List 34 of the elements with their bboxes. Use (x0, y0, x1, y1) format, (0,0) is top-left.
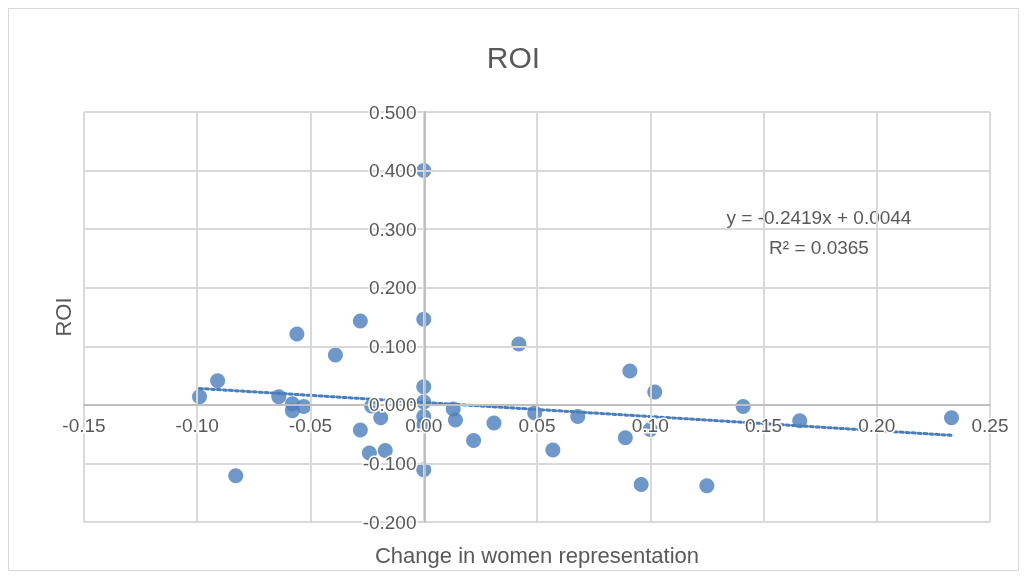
y-tick-label: 0.400 (368, 160, 417, 182)
point (545, 442, 561, 458)
x-tick-label: -0.05 (288, 415, 333, 437)
y-tick-label: -0.200 (362, 511, 417, 533)
x-tick-label: 0.05 (518, 415, 556, 437)
annotation: R² = 0.0365 (769, 236, 869, 258)
point (622, 363, 638, 379)
x-tick-label: -0.10 (175, 415, 219, 437)
point (352, 313, 368, 329)
y-tick-label: 0.200 (368, 277, 417, 299)
y-tick-label: 0.300 (368, 218, 417, 240)
point (792, 413, 808, 429)
y-tick-label: 0.500 (368, 101, 417, 123)
point (447, 412, 463, 428)
point (699, 478, 715, 494)
point (210, 373, 226, 389)
point (944, 410, 959, 426)
point (570, 409, 586, 425)
x-tick-label: -0.15 (62, 415, 106, 437)
y-tick-label: 0.100 (368, 335, 417, 357)
point (617, 430, 633, 446)
x-tick-label: 0.25 (971, 415, 1009, 437)
point (228, 468, 244, 484)
point (486, 415, 502, 431)
point (352, 422, 368, 438)
chart-title: ROI (486, 40, 541, 74)
point (466, 433, 482, 449)
point (289, 326, 305, 342)
point (271, 389, 287, 405)
point (633, 477, 649, 493)
x-axis-title: Change in women representation (374, 542, 700, 568)
y-axis-title: ROI (50, 297, 76, 337)
y-tick-label: -0.100 (362, 452, 417, 474)
point (327, 347, 343, 363)
